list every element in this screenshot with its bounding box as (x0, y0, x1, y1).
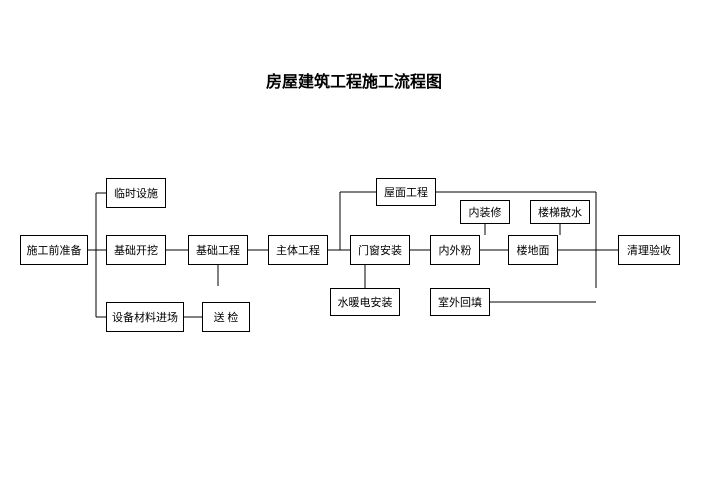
node-hvac: 水暖电安装 (330, 288, 400, 316)
node-found: 基础工程 (188, 235, 248, 265)
node-plaster: 内外粉 (430, 235, 480, 265)
node-floor: 楼地面 (508, 235, 558, 265)
node-stair: 楼梯散水 (530, 200, 590, 224)
node-door: 门窗安装 (350, 235, 410, 265)
node-excav: 基础开挖 (106, 235, 166, 265)
node-equip: 设备材料进场 (106, 302, 184, 332)
node-interior: 内装修 (460, 200, 510, 224)
node-roof: 屋面工程 (376, 178, 436, 206)
node-main: 主体工程 (268, 235, 328, 265)
node-accept: 清理验收 (618, 235, 680, 265)
node-backfill: 室外回填 (430, 288, 490, 316)
node-prep: 施工前准备 (20, 235, 88, 265)
node-temp: 临时设施 (106, 178, 166, 208)
node-songjian: 送 检 (202, 302, 250, 332)
